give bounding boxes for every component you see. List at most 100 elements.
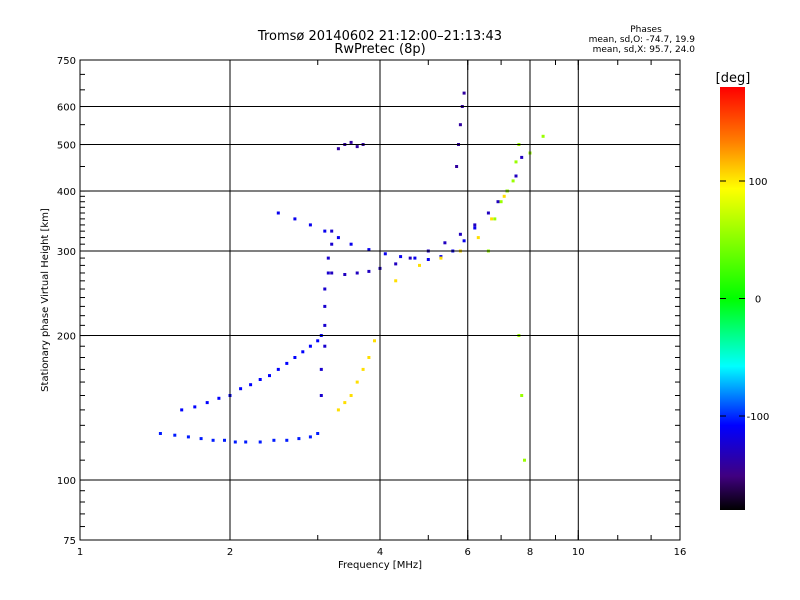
echo-point-s5-2 [349, 394, 353, 397]
echo-point-s7-11 [541, 134, 545, 138]
y-tick-label-600: 600 [57, 103, 76, 114]
echo-point-s4-3 [323, 229, 327, 233]
echo-point-s0-1 [173, 433, 177, 437]
x-tick-label-6: 6 [465, 547, 471, 558]
echo-point-s1-2 [205, 401, 209, 405]
echo-point-s6-5 [455, 165, 459, 168]
echo-point-s0-4 [211, 438, 215, 442]
echo-point-s5-1 [343, 401, 347, 405]
echo-point-s2-8 [330, 242, 334, 246]
echo-point-s6-2 [349, 140, 353, 144]
y-tick-label-750: 750 [57, 56, 76, 67]
echo-point-s2-4 [323, 304, 327, 308]
y-tick-label-200: 200 [57, 332, 76, 343]
echo-point-s5-3 [355, 380, 359, 384]
phases-o-line: mean, sd,O: -74.7, 19.9 [589, 35, 696, 45]
echo-point-s3-8 [443, 241, 447, 245]
echo-point-s4-5 [349, 242, 353, 246]
echo-point-s0-9 [272, 438, 276, 442]
echo-point-s5-5 [367, 356, 371, 359]
colorbar-tick-label--100: -100 [747, 412, 770, 423]
echo-point-s6-7 [458, 123, 462, 127]
colorbar-label: [deg] [716, 71, 751, 86]
echo-point-s2-3 [323, 323, 327, 327]
echo-point-s3-12 [496, 200, 500, 204]
echo-point-s5-8 [418, 263, 421, 267]
echo-point-s5-11 [476, 236, 480, 240]
echo-point-s2-0 [319, 394, 323, 397]
echo-point-s4-2 [308, 223, 312, 227]
y-tick-label-300: 300 [57, 247, 76, 258]
echo-point-s1-7 [258, 378, 262, 381]
echo-point-s2-5 [323, 287, 327, 291]
echo-point-s0-6 [233, 440, 237, 444]
echo-point-s5-13 [502, 194, 506, 198]
echo-point-s2-1 [319, 367, 323, 371]
echo-point-s0-13 [316, 432, 320, 435]
echo-point-s0-7 [244, 440, 248, 444]
colorbar-tick-label-0: 0 [755, 295, 761, 306]
grid-layer [80, 60, 680, 540]
echo-point-s4-8 [399, 255, 403, 259]
echo-point-s3-11 [486, 211, 490, 215]
echo-point-s3-3 [367, 269, 371, 273]
echo-point-s3-9 [458, 232, 462, 236]
y-axis-label: Stationary phase Virtual Height [km] [40, 208, 51, 392]
chart-subtitle: RwPretec (8p) [334, 42, 425, 57]
echo-point-s5-12 [490, 217, 494, 221]
y-tick-label-75: 75 [63, 536, 76, 547]
echo-point-s1-8 [268, 374, 271, 378]
echo-point-s4-9 [413, 256, 417, 260]
echo-point-s0-11 [297, 437, 301, 441]
echo-point-s1-10 [285, 361, 289, 365]
echo-point-s2-6 [326, 271, 330, 275]
echo-point-s5-0 [336, 408, 340, 412]
echo-point-s4-4 [336, 236, 340, 240]
echo-point-s2-9 [330, 229, 334, 233]
x-tick-label-2: 2 [227, 547, 233, 558]
echo-point-s0-12 [308, 435, 312, 439]
echo-point-s1-11 [293, 356, 297, 359]
echo-point-s1-5 [239, 387, 243, 391]
echo-point-s6-3 [355, 145, 359, 149]
echo-point-s5-7 [394, 279, 398, 283]
x-tick-label-8: 8 [527, 547, 533, 558]
echo-point-s1-3 [217, 396, 221, 400]
echo-point-s4-14 [473, 226, 477, 230]
echo-point-s5-6 [373, 339, 376, 343]
echo-point-s7-4 [511, 179, 515, 183]
echo-point-s1-9 [276, 367, 280, 371]
echo-point-s0-10 [285, 438, 289, 442]
echo-point-s7-9 [523, 458, 526, 462]
echo-point-s0-3 [199, 437, 203, 441]
echo-point-s1-12 [301, 350, 305, 354]
echo-point-s5-9 [439, 256, 443, 260]
echo-point-s2-2 [323, 344, 327, 348]
colorbar-ticks: 100 0 -100 [720, 177, 769, 423]
x-axis-label: Frequency [MHz] [338, 560, 422, 571]
y-tick-label-500: 500 [57, 141, 76, 152]
echo-point-s1-0 [180, 408, 184, 412]
echo-point-s4-1 [293, 217, 297, 221]
phases-x-line: mean, sd,X: 95.7, 24.0 [593, 45, 696, 55]
echo-point-s2-7 [326, 256, 330, 260]
axes-layer: 1 2 4 6 8 10 16 75 100 200 300 400 500 600 750 [57, 56, 686, 558]
echo-point-s6-9 [462, 91, 466, 95]
echo-point-s5-4 [361, 367, 365, 371]
echo-point-s1-6 [249, 383, 253, 387]
colorbar-tick-label-100: 100 [748, 177, 767, 188]
x-tick-label-4: 4 [377, 547, 383, 558]
echo-point-s7-8 [520, 394, 524, 397]
echo-point-s4-6 [367, 248, 371, 252]
echo-point-s4-0 [276, 211, 280, 215]
echo-point-s0-0 [158, 432, 162, 435]
echo-points-layer [158, 91, 545, 462]
echo-point-s4-10 [426, 258, 430, 261]
echo-point-s3-14 [514, 174, 518, 178]
x-tick-label-10: 10 [572, 547, 585, 558]
echo-point-s3-6 [408, 256, 412, 260]
echo-point-s0-8 [258, 440, 262, 444]
echo-point-s1-1 [193, 405, 197, 409]
echo-point-s4-13 [462, 239, 466, 243]
echo-point-s3-0 [330, 271, 334, 275]
